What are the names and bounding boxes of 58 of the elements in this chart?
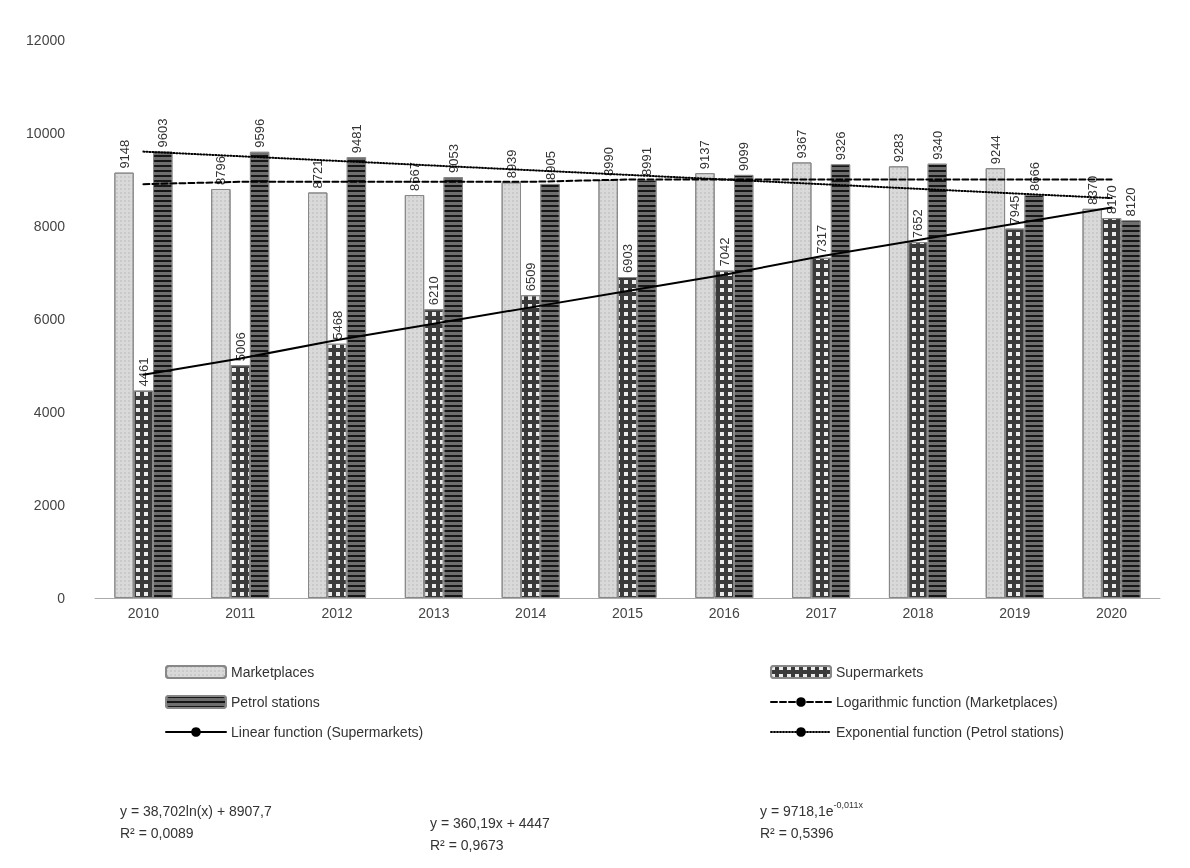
x-tick-label: 2017 — [805, 605, 837, 621]
data-label: 9099 — [736, 141, 752, 171]
data-label: 8796 — [213, 156, 229, 185]
y-tick-label: 10000 — [26, 125, 66, 141]
data-label: 9481 — [348, 124, 364, 154]
data-label: 8991 — [639, 147, 655, 176]
data-label: 8905 — [542, 151, 558, 180]
legend-label: Marketplaces — [231, 664, 315, 680]
y-tick-label: 8000 — [33, 218, 66, 234]
x-tick-label: 2016 — [708, 605, 741, 621]
text: y = 360,19x + 4447 R² = 0,9673 — [430, 815, 551, 853]
data-label: 9148 — [116, 139, 132, 169]
data-label: 8120 — [1123, 187, 1139, 217]
data-label: 9244 — [987, 135, 1003, 165]
data-label: 9603 — [155, 118, 171, 148]
data-label: 7317 — [813, 224, 829, 254]
data-label: 7652 — [910, 209, 926, 239]
data-label: 8721 — [310, 159, 326, 189]
data-label: 8939 — [503, 149, 519, 179]
data-label: 8667 — [407, 162, 422, 191]
data-label: 6210 — [426, 276, 442, 306]
data-label: 9283 — [891, 133, 907, 163]
x-tick-label: 2010 — [127, 605, 160, 621]
x-tick-label: 2020 — [1096, 605, 1128, 621]
y-tick-label: 6000 — [33, 311, 66, 327]
data-label: 7042 — [716, 237, 732, 267]
data-label: 9367 — [794, 129, 810, 159]
data-label: 8990 — [600, 147, 616, 176]
data-label: 5006 — [232, 332, 248, 362]
x-tick-label: 2012 — [321, 605, 353, 621]
y-tick-label: 12000 — [26, 32, 66, 48]
x-tick-label: 2013 — [418, 605, 450, 621]
data-label: 8370 — [1084, 175, 1100, 205]
legend-label: Logarithmic function (Marketplaces) — [836, 694, 1058, 710]
legend-label: Petrol stations — [231, 694, 320, 710]
data-label: 9137 — [697, 140, 713, 170]
legend-label: Supermarkets — [836, 664, 924, 680]
data-label: 5468 — [329, 310, 345, 340]
y-tick-label: 2000 — [33, 497, 66, 513]
data-label: 6903 — [620, 244, 635, 274]
data-label: 8666 — [1026, 162, 1042, 192]
data-label: 6509 — [523, 262, 539, 292]
data-label: 9340 — [929, 130, 945, 160]
data-label: 7945 — [1007, 195, 1023, 225]
legend-label: Linear function (Supermarkets) — [231, 724, 424, 740]
x-tick-label: 2014 — [515, 605, 547, 621]
x-tick-label: 2011 — [225, 605, 256, 621]
legend-label: Exponential function (Petrol stations) — [836, 724, 1065, 740]
text: y = 38,702ln(x) + 8907,7 R² = 0,0089 — [120, 803, 272, 841]
x-tick-label: 2018 — [902, 605, 934, 621]
data-label: 9326 — [833, 131, 848, 161]
y-tick-label: 4000 — [33, 404, 66, 420]
data-label: 9596 — [252, 118, 268, 148]
y-tick-label: 0 — [57, 590, 66, 606]
data-label: 9053 — [445, 144, 461, 174]
x-tick-label: 2015 — [611, 605, 644, 621]
data-label: 8170 — [1104, 185, 1120, 215]
x-tick-label: 2019 — [999, 605, 1031, 621]
